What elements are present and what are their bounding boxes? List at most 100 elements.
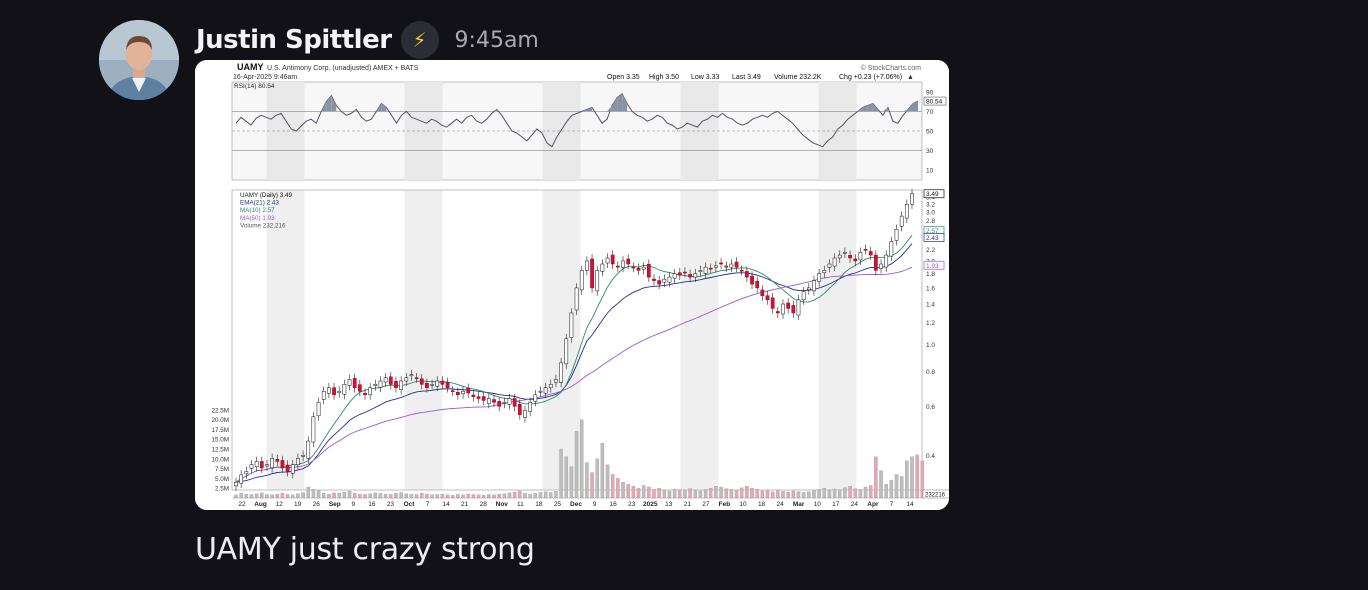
candle: [879, 263, 883, 269]
candle: [677, 272, 682, 276]
volume-bar: [564, 456, 569, 499]
ema21-line: [235, 243, 913, 483]
x-tick-label: 21: [684, 501, 692, 508]
volume-tick-label: 12.5M: [211, 447, 229, 454]
x-tick-label: 18: [758, 501, 766, 508]
volume-bar: [652, 489, 656, 499]
stock-chart: UAMY U.S. Antimony Corp. (unadjusted) AM…: [195, 60, 949, 510]
volume-bar: [291, 494, 295, 499]
volume-bar: [523, 493, 527, 499]
candle: [409, 374, 414, 377]
candle: [290, 464, 295, 474]
volume-bar: [858, 489, 863, 499]
volume-bar: [703, 489, 708, 499]
volume-bar: [285, 494, 290, 499]
candle: [456, 391, 460, 396]
candle: [517, 404, 522, 415]
value-label: 2.57: [926, 228, 939, 235]
candle: [858, 251, 863, 261]
x-tick-label: Nov: [496, 501, 509, 508]
candle: [585, 260, 589, 271]
volume-bar: [234, 494, 238, 499]
price-shade: [266, 190, 305, 490]
x-tick-label: 28: [480, 501, 488, 508]
rsi-overbought-fill: [331, 95, 337, 112]
candle: [750, 275, 754, 285]
candle: [662, 278, 667, 283]
candle: [801, 291, 806, 301]
candle: [698, 270, 703, 272]
rsi-overbought-fill: [587, 107, 593, 112]
candle: [327, 387, 331, 394]
candle: [497, 401, 502, 407]
rsi-overbought-fill: [381, 103, 387, 112]
candle: [817, 273, 821, 282]
volume-bar: [626, 484, 630, 499]
price-shade: [818, 190, 857, 490]
value-label-box: [923, 233, 945, 242]
volume-bar: [667, 490, 672, 499]
volume-bar: [693, 490, 698, 499]
avatar[interactable]: [99, 20, 179, 100]
chart-image-attachment[interactable]: UAMY U.S. Antimony Corp. (unadjusted) AM…: [195, 60, 949, 510]
rsi-overbought-fill: [867, 103, 873, 112]
candle: [621, 260, 625, 268]
volume-bar: [414, 494, 419, 499]
candle: [435, 380, 440, 387]
volume-bar: [822, 488, 827, 499]
volume-bar: [776, 490, 780, 499]
rsi-overbought-fill: [882, 107, 888, 112]
candle: [466, 387, 471, 394]
x-tick-label: 24: [851, 501, 859, 508]
volume-tick-label: 15.0M: [211, 437, 229, 444]
price-tick-label: 0.8: [926, 369, 935, 376]
candle: [543, 387, 548, 394]
rsi-legend: RSI(14) 80.54: [234, 83, 275, 90]
volume-bar: [487, 494, 491, 499]
candle: [590, 258, 594, 289]
price-shade: [680, 190, 719, 490]
volume-bar: [688, 488, 692, 499]
volume-bar: [450, 495, 455, 499]
candle: [554, 379, 558, 383]
volume-bar: [440, 493, 445, 499]
stockcharts-watermark: © StockCharts.com: [861, 64, 922, 72]
candle: [884, 254, 889, 268]
x-tick-label: 13: [665, 501, 673, 508]
volume-bar: [280, 493, 285, 499]
x-tick-label: Aug: [254, 501, 267, 508]
candle: [316, 402, 321, 417]
quote-last: Last 3.49: [732, 74, 761, 81]
volume-bar: [755, 489, 759, 499]
volume-bar: [373, 492, 378, 499]
price-legend-item: MA(50) 1.93: [240, 215, 275, 222]
volume-bar: [683, 490, 687, 499]
volume-bar: [492, 494, 496, 499]
volume-bar: [471, 494, 476, 499]
candle: [476, 396, 481, 399]
candle: [791, 305, 796, 314]
rsi-tick-label: 90: [926, 89, 934, 96]
candle: [904, 203, 909, 219]
collapse-icon[interactable]: ▲: [907, 74, 914, 81]
candle: [719, 262, 723, 265]
volume-bar: [378, 493, 383, 499]
candle: [688, 274, 692, 278]
rsi-overbought-fill: [907, 103, 913, 112]
volume-bar: [518, 490, 522, 499]
volume-bar: [708, 488, 713, 499]
candle: [755, 280, 760, 289]
candle: [373, 384, 378, 386]
author-name[interactable]: Justin Spittler: [196, 25, 392, 55]
volume-bar: [296, 493, 300, 499]
volume-bar: [657, 488, 661, 499]
volume-bar: [327, 493, 331, 499]
candle: [672, 273, 677, 279]
rsi-tick-label: 30: [926, 148, 934, 155]
volume-bar: [874, 456, 878, 499]
volume-tick-label: 2.5M: [215, 486, 229, 493]
rsi-overbought-fill: [902, 109, 908, 112]
x-tick-label: 10: [814, 501, 822, 508]
x-tick-label: Apr: [867, 501, 879, 508]
volume-bar: [843, 487, 847, 499]
